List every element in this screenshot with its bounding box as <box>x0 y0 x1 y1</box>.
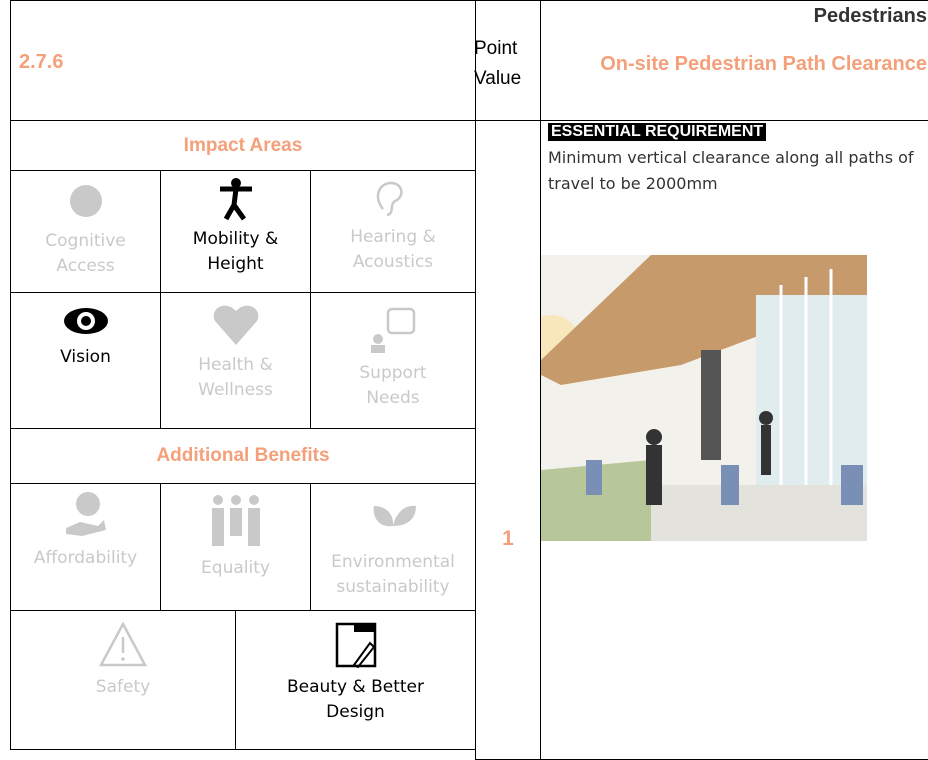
benefit-label: Beauty & Better Design <box>286 677 424 722</box>
benefit-cell: Equality <box>160 483 311 611</box>
title: On-site Pedestrian Path Clearance <box>600 53 927 75</box>
benefit-label: Equality <box>201 558 270 578</box>
points: 1 <box>502 527 514 550</box>
code-cell: 2.7.6 <box>10 0 476 121</box>
requirement-cell: ESSENTIAL REQUIREMENT Minimum vertical c… <box>540 120 928 760</box>
benefit-cell: Environmental sustainability <box>310 483 476 611</box>
impact-areas-title: Impact Areas <box>10 120 476 171</box>
impact-label: Cognitive Access <box>45 231 126 276</box>
impact-cell: Hearing & Acoustics <box>310 170 476 293</box>
impact-cell: Vision <box>10 292 161 429</box>
impact-label: Support Needs <box>359 363 427 408</box>
category: Pedestrians <box>813 5 927 27</box>
impact-label: Health & Wellness <box>198 355 273 400</box>
requirement-text: Minimum vertical clearance along all pat… <box>548 148 914 193</box>
benefits-title: Additional Benefits <box>10 428 476 484</box>
page: 2.7.6 Point Value Pedestrians On-site Pe… <box>10 0 928 760</box>
benefit-label: Affordability <box>33 548 138 568</box>
impact-label: Hearing & Acoustics <box>350 227 436 272</box>
benefit-label: Safety <box>95 677 151 697</box>
benefit-label: Environmental sustainability <box>331 552 455 597</box>
code: 2.7.6 <box>19 51 64 73</box>
illustration <box>541 255 867 541</box>
benefit-cell: Affordability <box>10 483 161 611</box>
impact-label: Mobility & Height <box>192 229 279 274</box>
title-cell: Pedestrians On-site Pedestrian Path Clea… <box>540 0 928 121</box>
impact-cell: Mobility & Height <box>160 170 311 293</box>
impact-cell: Cognitive Access <box>10 170 161 293</box>
impact-label: Vision <box>60 347 111 367</box>
point-label-cell: Point Value <box>474 0 541 121</box>
requirement-heading: ESSENTIAL REQUIREMENT <box>548 123 767 141</box>
benefit-cell: Beauty & Better Design <box>235 610 476 750</box>
benefit-cell: Safety <box>10 610 236 750</box>
impact-cell: Health & Wellness <box>160 292 311 429</box>
points-cell: 1 <box>475 120 541 760</box>
impact-cell: Support Needs <box>310 292 476 429</box>
point-label: Point Value <box>474 38 522 89</box>
